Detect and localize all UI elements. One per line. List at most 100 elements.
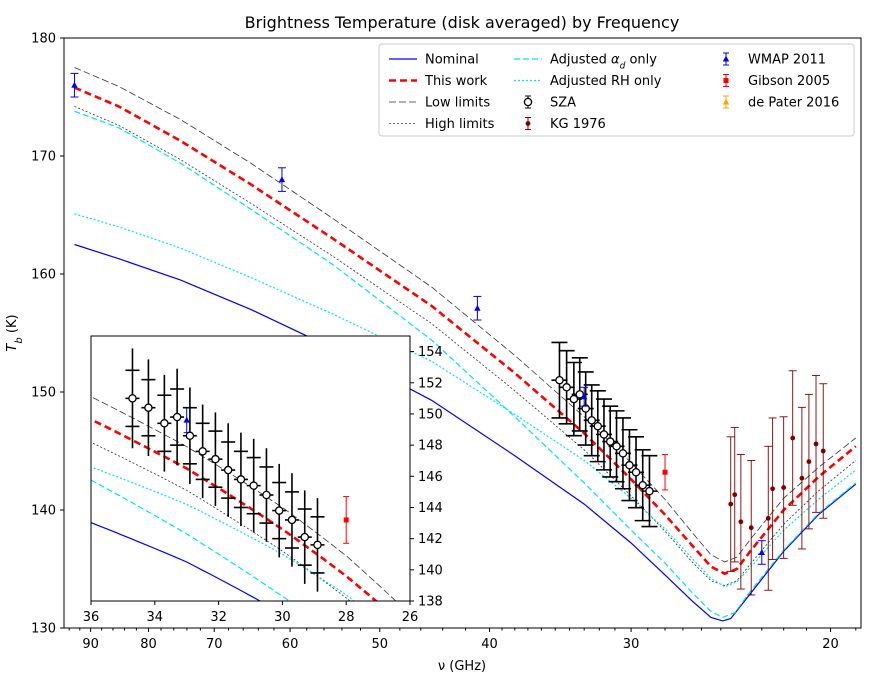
series-line-adjusted-rh-only xyxy=(74,213,857,588)
legend-entry-low-limits: Low limits xyxy=(389,96,490,111)
x-tick-label: 80 xyxy=(140,637,157,652)
sza-point xyxy=(593,421,603,431)
inset-plot: 138 140 142 144 146 148 150 152 154 36 34 32 30 28 26 xyxy=(83,335,443,625)
inset-sza-point xyxy=(300,532,309,542)
kg1976-point xyxy=(770,486,776,492)
inset-sza-point xyxy=(287,515,297,525)
wmap-point xyxy=(278,176,286,183)
legend-entry-adjusted-d-only: Adjusted αd only xyxy=(514,53,657,72)
x-tick-label: 40 xyxy=(481,637,498,652)
sza-point xyxy=(575,390,584,399)
inset-y-tick-label: 146 xyxy=(418,470,443,485)
kg1976-point xyxy=(806,459,812,465)
legend-entry-nominal: Nominal xyxy=(389,53,479,68)
sza-point xyxy=(645,486,654,496)
inset-y-tick-label: 138 xyxy=(418,595,443,610)
inset-x-tick-label: 28 xyxy=(338,610,355,625)
sza-point xyxy=(638,480,647,490)
legend-swatch-marker xyxy=(525,121,531,126)
gibson-point xyxy=(662,469,668,475)
inset-sza-point xyxy=(128,394,137,403)
inset-sza-point xyxy=(262,490,271,500)
y-tick-label: 170 xyxy=(31,150,56,165)
legend-entry-wmap-2011: WMAP 2011 xyxy=(722,52,826,68)
sza-point xyxy=(599,430,609,439)
kg1976-point xyxy=(748,525,754,531)
kg1976-point xyxy=(799,475,805,481)
inset-background xyxy=(91,336,410,601)
sza-point xyxy=(612,442,621,451)
data-points xyxy=(70,72,828,596)
sza-point xyxy=(625,460,634,470)
legend-label: de Pater 2016 xyxy=(748,96,839,111)
y-tick-label: 140 xyxy=(31,504,56,519)
inset-y-tick-label: 148 xyxy=(418,439,443,454)
x-tick-label: 20 xyxy=(822,637,839,652)
series-line-this-work xyxy=(73,86,857,576)
y-axis-label: Tb (K) xyxy=(5,314,25,351)
inset-y-tick-label: 140 xyxy=(418,563,443,578)
legend-entry-gibson-2005: Gibson 2005 xyxy=(723,74,830,89)
x-tick-label: 30 xyxy=(623,637,640,652)
inset-y-tick-label: 142 xyxy=(418,532,443,547)
inset-sza-point xyxy=(144,403,153,412)
sza-point xyxy=(555,375,564,385)
y-tick-label: 180 xyxy=(31,32,56,47)
inset-series-line-high-limits xyxy=(91,441,351,601)
kg1976-point xyxy=(732,492,738,498)
x-tick-label: 50 xyxy=(371,637,388,652)
inset-points xyxy=(125,348,350,592)
inset-y-tick-label: 144 xyxy=(418,501,443,516)
y-tick-label: 150 xyxy=(31,386,56,401)
inset-frame xyxy=(90,335,411,602)
inset-x-tick-label: 32 xyxy=(210,610,227,625)
inset-y-tick-label: 154 xyxy=(418,345,443,360)
legend-label: WMAP 2011 xyxy=(748,53,826,68)
legend-swatch-marker xyxy=(722,55,730,62)
inset-y-tick-label: 152 xyxy=(418,376,443,391)
wmap-point xyxy=(71,81,78,88)
inset-x-tick-label: 34 xyxy=(147,610,164,625)
inset-sza-point xyxy=(313,540,322,550)
series-line-nominal xyxy=(74,243,857,622)
inset-x-tick-label: 26 xyxy=(402,610,419,625)
inset-series-line-nominal xyxy=(91,521,262,601)
legend-swatch-marker xyxy=(722,98,730,105)
legend-label: Low limits xyxy=(425,96,490,111)
legend-label: High limits xyxy=(425,117,495,132)
legend-entry-kg-1976: KG 1976 xyxy=(525,117,606,132)
x-tick-label: 90 xyxy=(82,637,99,652)
legend-label: SZA xyxy=(550,96,576,111)
sza-point xyxy=(562,383,571,392)
sza-point xyxy=(587,416,596,425)
kg1976-point xyxy=(790,435,796,441)
inset-x-tick-label: 30 xyxy=(274,610,291,625)
inset-sza-point xyxy=(236,475,246,484)
inset-series-line-this-work xyxy=(91,418,378,601)
kg1976-point xyxy=(765,515,771,521)
sza-point xyxy=(581,404,590,413)
kg1976-point xyxy=(738,519,744,525)
legend: Nominal This work Low limits High limits Adj… xyxy=(378,43,855,137)
inset-wmap-point xyxy=(183,416,190,423)
sza-point xyxy=(605,437,615,446)
inset-sza-point xyxy=(223,465,233,475)
inset-sza-point xyxy=(211,454,220,464)
y-tick-label: 130 xyxy=(31,622,56,637)
inset-series-line-adjusted-d-only xyxy=(91,479,291,601)
legend-label: Adjusted αd only xyxy=(550,53,657,72)
legend-entry-sza: SZA xyxy=(523,95,576,111)
inset-sza-point xyxy=(160,419,169,428)
x-tick-label: 60 xyxy=(282,637,299,652)
x-axis-label: ν (GHz) xyxy=(438,659,486,674)
wmap-point xyxy=(474,304,481,311)
wmap-point xyxy=(758,548,766,555)
legend-label: KG 1976 xyxy=(550,117,606,132)
legend-entry-adjusted-rh-only: Adjusted RH only xyxy=(514,74,662,89)
chart-title: Brightness Temperature (disk averaged) b… xyxy=(245,13,680,32)
inset-sza-point xyxy=(185,431,195,441)
inset-y-tick-label: 150 xyxy=(418,407,443,422)
legend-box xyxy=(378,43,855,137)
legend-swatch-marker xyxy=(723,78,729,83)
